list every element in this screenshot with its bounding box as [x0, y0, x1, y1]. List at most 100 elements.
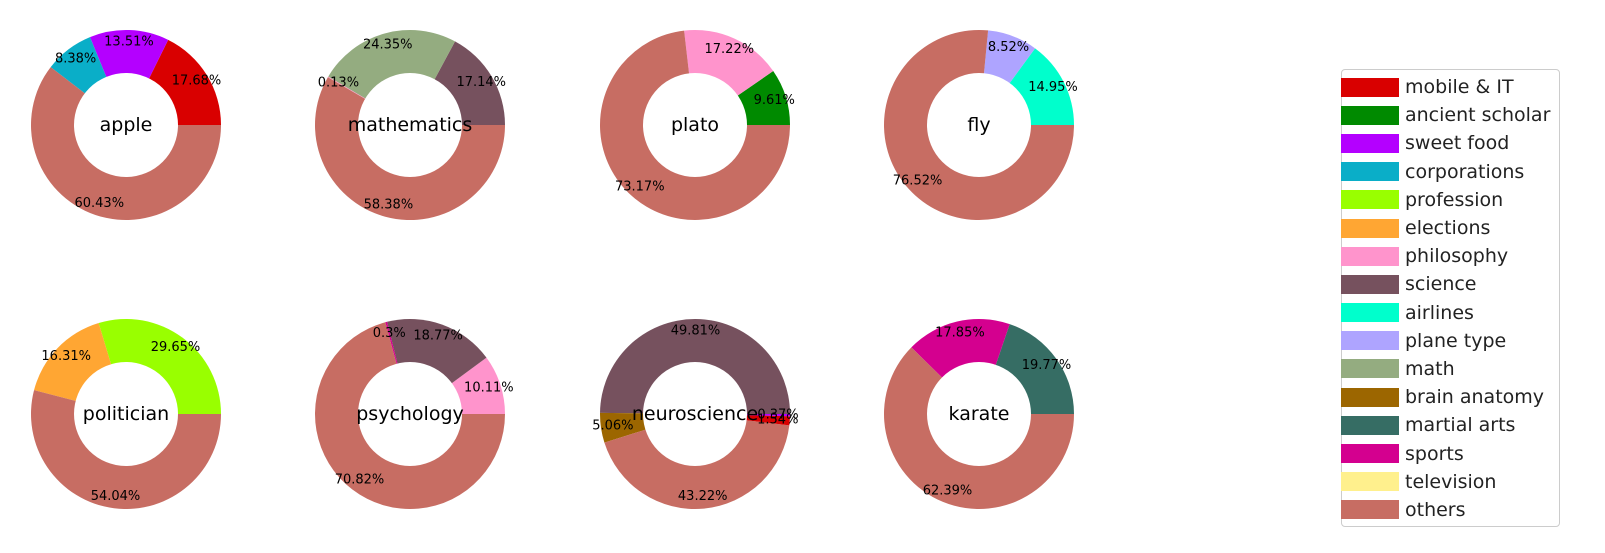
- donut-hole: [74, 73, 178, 177]
- legend-label: sports: [1405, 442, 1464, 465]
- legend-swatch: [1341, 162, 1399, 182]
- legend-item: corporations: [1341, 158, 1559, 186]
- legend-item: science: [1341, 270, 1559, 298]
- legend-swatch: [1341, 359, 1399, 379]
- slice-label: 8.38%: [55, 52, 96, 67]
- donut-hole: [927, 73, 1031, 177]
- donut-charts: 17.68% 13.51% 8.38% 60.43% apple 17.14% 24.35%…: [31, 29, 1078, 510]
- legend-label: martial arts: [1405, 414, 1516, 437]
- slice-label: 62.39%: [923, 483, 973, 498]
- legend-item: television: [1341, 468, 1559, 496]
- legend-label: brain anatomy: [1405, 386, 1545, 409]
- legend-label: profession: [1405, 188, 1504, 211]
- chart-title: mathematics: [348, 114, 473, 136]
- legend-item: philosophy: [1341, 242, 1559, 270]
- slice-label: 0.37%: [757, 407, 798, 422]
- legend-swatch: [1341, 500, 1399, 520]
- legend-label: philosophy: [1405, 245, 1509, 268]
- legend-swatch: [1341, 444, 1399, 464]
- slice-label: 13.51%: [104, 35, 154, 50]
- donut-chart: 17.68% 13.51% 8.38% 60.43% apple: [31, 30, 222, 221]
- slice-label: 0.3%: [373, 326, 406, 341]
- slice-label: 14.95%: [1028, 80, 1078, 95]
- slice-label: 60.43%: [74, 196, 124, 211]
- chart-title: karate: [949, 403, 1010, 425]
- legend-item: sweet food: [1341, 129, 1559, 157]
- slice-label: 19.77%: [1022, 358, 1072, 373]
- legend-label: plane type: [1405, 329, 1507, 352]
- legend-item: ancient scholar: [1341, 101, 1559, 129]
- legend-item: martial arts: [1341, 411, 1559, 439]
- chart-title: neuroscience: [632, 403, 758, 425]
- legend-label: others: [1405, 498, 1466, 521]
- chart-title: apple: [100, 114, 153, 136]
- slice-label: 49.81%: [671, 324, 721, 339]
- legend-label: corporations: [1405, 160, 1525, 183]
- legend-swatch: [1341, 105, 1399, 125]
- legend-item: sports: [1341, 439, 1559, 467]
- donut-chart: 14.95% 8.52% 76.52% fly: [884, 29, 1078, 220]
- slice-label: 16.31%: [41, 349, 91, 364]
- slice-label: 43.22%: [678, 489, 728, 504]
- legend-label: television: [1405, 470, 1497, 493]
- legend-label: science: [1405, 273, 1477, 296]
- donut-hole: [74, 362, 178, 466]
- legend-swatch: [1341, 274, 1399, 294]
- legend-item: math: [1341, 355, 1559, 383]
- slice-label: 0.13%: [318, 75, 359, 90]
- chart-title: politician: [83, 403, 169, 425]
- slice-label: 29.65%: [151, 340, 201, 355]
- legend-label: math: [1405, 357, 1455, 380]
- donut-chart: 10.11% 18.77% 0.3% 70.82% psychology: [315, 319, 514, 509]
- legend-item: airlines: [1341, 299, 1559, 327]
- legend-item: others: [1341, 496, 1559, 524]
- legend-item: elections: [1341, 214, 1559, 242]
- slice-label: 70.82%: [335, 472, 385, 487]
- slice-label: 10.11%: [464, 381, 514, 396]
- slice-label: 17.14%: [456, 75, 506, 90]
- legend-swatch: [1341, 331, 1399, 351]
- legend-swatch: [1341, 246, 1399, 266]
- legend-label: elections: [1405, 217, 1491, 240]
- chart-title: plato: [671, 114, 719, 136]
- donut-hole: [358, 362, 462, 466]
- donut-chart: 29.65% 16.31% 54.04% politician: [31, 319, 222, 510]
- legend-item: mobile & IT: [1341, 73, 1559, 101]
- slice-label: 24.35%: [363, 38, 413, 53]
- slice-label: 9.61%: [754, 93, 795, 108]
- slice-label: 1.54%: [757, 412, 798, 427]
- legend-swatch: [1341, 472, 1399, 492]
- slice-label: 18.77%: [413, 328, 463, 343]
- legend-swatch: [1341, 303, 1399, 323]
- donut-chart: 19.77% 17.85% 62.39% karate: [884, 319, 1074, 510]
- legend-item: profession: [1341, 186, 1559, 214]
- slice-label: 8.52%: [988, 40, 1029, 55]
- slice-label: 17.85%: [935, 326, 985, 341]
- slice-label: 5.06%: [592, 419, 633, 434]
- donut-chart: 9.61% 17.22% 73.17% plato: [600, 30, 795, 220]
- legend-swatch: [1341, 218, 1399, 238]
- chart-title: psychology: [356, 403, 464, 425]
- legend-item: plane type: [1341, 327, 1559, 355]
- legend-swatch: [1341, 415, 1399, 435]
- legend-label: airlines: [1405, 301, 1474, 324]
- chart-title: fly: [967, 114, 990, 136]
- donut-chart: 49.81% 5.06% 43.22% 1.54%0.37%neuroscience: [592, 318, 799, 510]
- legend-label: mobile & IT: [1405, 76, 1514, 99]
- slice-label: 58.38%: [364, 198, 414, 213]
- legend-label: sweet food: [1405, 132, 1510, 155]
- slice-label: 73.17%: [615, 179, 665, 194]
- donut-hole: [643, 73, 747, 177]
- legend-swatch: [1341, 77, 1399, 97]
- legend-item: brain anatomy: [1341, 383, 1559, 411]
- donut-chart: 17.14% 24.35% 0.13% 58.38% mathematics: [315, 30, 506, 220]
- donut-hole: [927, 362, 1031, 466]
- legend-swatch: [1341, 387, 1399, 407]
- slice-label: 17.68%: [172, 74, 222, 89]
- donut-hole: [643, 362, 747, 466]
- legend-swatch: [1341, 133, 1399, 153]
- legend-swatch: [1341, 190, 1399, 210]
- legend: mobile & IT ancient scholar sweet food c…: [1341, 69, 1560, 527]
- donut-hole: [358, 73, 462, 177]
- slice-label: 54.04%: [91, 489, 141, 504]
